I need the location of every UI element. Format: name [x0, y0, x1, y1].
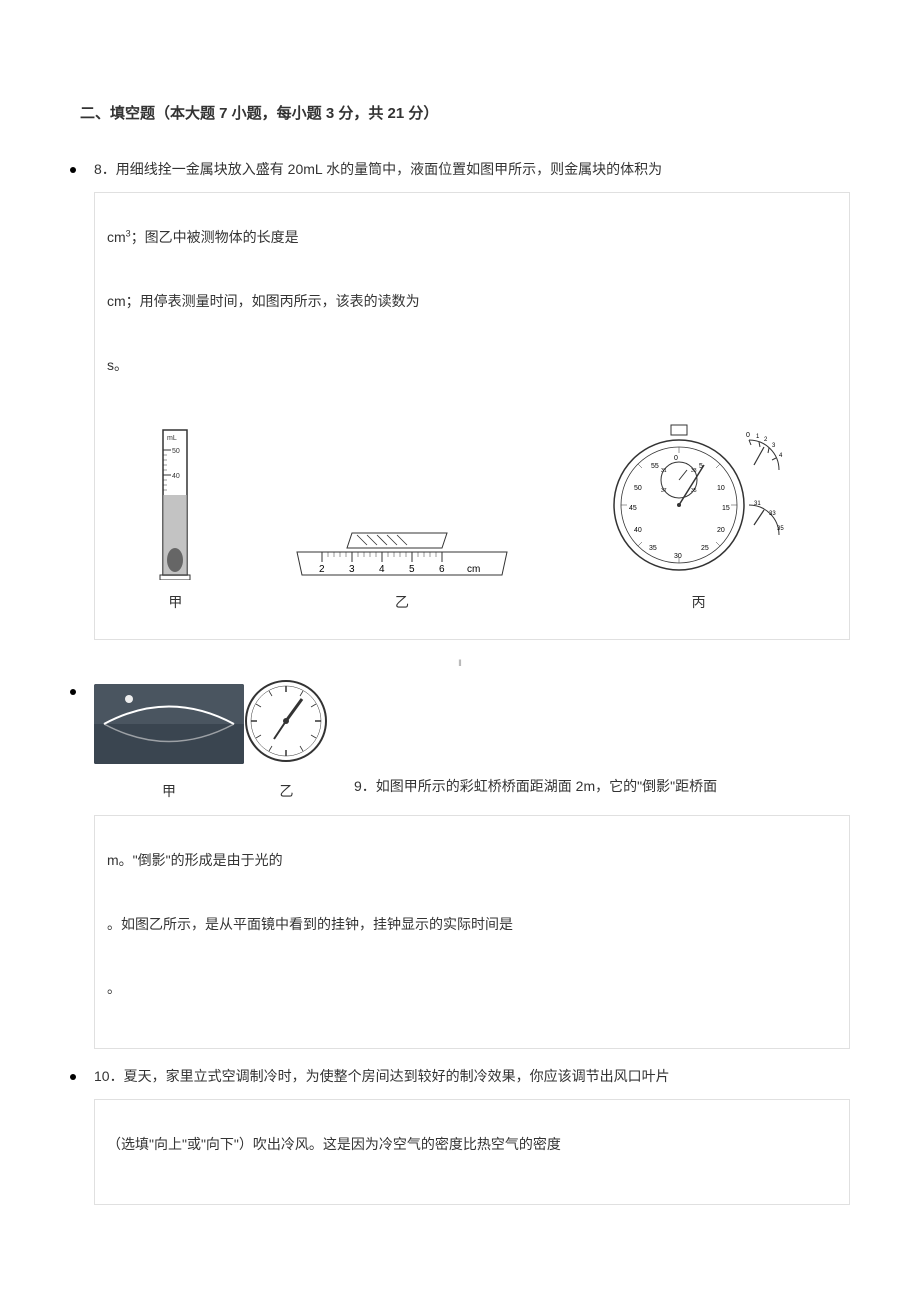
svg-text:5: 5	[409, 564, 415, 575]
q8-figures: mL 50 40 甲	[107, 420, 837, 609]
svg-text:30: 30	[674, 553, 682, 560]
figure-jia: mL 50 40 甲	[155, 420, 195, 609]
q8-unit-cm: cm	[107, 229, 126, 245]
svg-text:50: 50	[172, 448, 180, 455]
q10-answer-box: （选填"向上"或"向下"）吹出冷风。这是因为冷空气的密度比热空气的密度	[94, 1099, 850, 1205]
svg-text:40: 40	[172, 473, 180, 480]
q10-line1: （选填"向上"或"向下"）吹出冷风。这是因为冷空气的密度比热空气的密度	[107, 1120, 837, 1169]
q8-number: 8	[94, 161, 102, 177]
svg-text:2: 2	[319, 564, 325, 575]
q9-intro-text: 9．如图甲所示的彩虹桥桥面距湖面 2m，它的"倒影"距桥面	[354, 774, 717, 804]
question-10: 10．夏天，家里立式空调制冷时，为使整个房间达到较好的制冷效果，你应该调节出风口…	[70, 1064, 850, 1089]
bullet-icon	[70, 167, 76, 173]
q9-number: 9	[354, 778, 362, 794]
question-9: 甲	[70, 679, 850, 804]
q9-line1: m。"倒影"的形成是由于光的	[107, 836, 837, 885]
svg-text:cm: cm	[467, 564, 480, 575]
q9-row: 甲	[94, 679, 717, 804]
question-10-content: 10．夏天，家里立式空调制冷时，为使整个房间达到较好的制冷效果，你应该调节出风口…	[94, 1064, 850, 1089]
svg-text:6: 6	[439, 564, 445, 575]
figure-bing: 0 55 5 50 10 45 15 40 20 35 25 30 31 33 …	[609, 420, 789, 609]
q8-answer-box: cm3；图乙中被测物体的长度是 cm；用停表测量时间，如图丙所示，该表的读数为 …	[94, 192, 850, 640]
svg-text:37: 37	[661, 488, 667, 494]
figure-yi: 2 3 4 5 6 cm 乙	[292, 530, 512, 609]
question-8: 8．用细线拴一金属块放入盛有 20mL 水的量筒中，液面位置如图甲所示，则金属块…	[70, 157, 850, 182]
clock-image	[244, 679, 329, 764]
svg-text:35: 35	[777, 526, 784, 532]
q9-label-jia: 甲	[162, 779, 176, 804]
section-title: 二、填空题（本大题 7 小题，每小题 3 分，共 21 分）	[70, 100, 850, 127]
svg-text:31: 31	[754, 501, 761, 507]
svg-text:mL: mL	[167, 435, 177, 442]
svg-text:3: 3	[772, 443, 776, 449]
svg-text:33: 33	[691, 468, 697, 474]
label-yi: 乙	[395, 595, 409, 609]
svg-text:20: 20	[717, 527, 725, 534]
svg-text:4: 4	[779, 453, 783, 459]
bullet-icon	[70, 1074, 76, 1080]
svg-text:55: 55	[651, 463, 659, 470]
label-bing: 丙	[692, 595, 706, 609]
svg-text:2: 2	[764, 437, 768, 443]
q10-number: 10	[94, 1068, 110, 1084]
rainbow-image	[94, 684, 244, 764]
svg-text:0: 0	[746, 432, 750, 439]
bullet-icon	[70, 689, 76, 695]
q10-intro: ．夏天，家里立式空调制冷时，为使整个房间达到较好的制冷效果，你应该调节出风口叶片	[110, 1068, 670, 1084]
q9-line3: 。	[107, 964, 837, 1013]
svg-text:1: 1	[756, 434, 760, 440]
svg-text:35: 35	[691, 488, 697, 494]
ruler-icon: 2 3 4 5 6 cm	[292, 530, 512, 580]
q8-line1: cm3；图乙中被测物体的长度是	[107, 213, 837, 262]
svg-text:25: 25	[701, 545, 709, 552]
q8-line2: cm；用停表测量时间，如图丙所示，该表的读数为	[107, 277, 837, 326]
svg-text:10: 10	[717, 485, 725, 492]
svg-text:40: 40	[634, 527, 642, 534]
svg-text:33: 33	[769, 511, 776, 517]
cylinder-icon: mL 50 40	[155, 420, 195, 580]
q9-intro: ．如图甲所示的彩虹桥桥面距湖面 2m，它的"倒影"距桥面	[362, 778, 717, 794]
svg-text:4: 4	[379, 564, 385, 575]
svg-text:50: 50	[634, 485, 642, 492]
svg-text:35: 35	[649, 545, 657, 552]
svg-text:15: 15	[722, 505, 730, 512]
label-jia: 甲	[168, 595, 182, 609]
q8-line3: s。	[107, 341, 837, 390]
question-8-content: 8．用细线拴一金属块放入盛有 20mL 水的量筒中，液面位置如图甲所示，则金属块…	[94, 157, 850, 182]
page-marker: ‖	[70, 655, 850, 671]
svg-text:45: 45	[629, 505, 637, 512]
svg-text:0: 0	[674, 455, 678, 462]
svg-text:3: 3	[349, 564, 355, 575]
svg-text:31: 31	[661, 468, 667, 474]
q9-answer-box: m。"倒影"的形成是由于光的 。如图乙所示，是从平面镜中看到的挂钟，挂钟显示的实…	[94, 815, 850, 1049]
q8-line1-rest: ；图乙中被测物体的长度是	[131, 229, 299, 245]
q9-line2: 。如图乙所示，是从平面镜中看到的挂钟，挂钟显示的实际时间是	[107, 900, 837, 949]
q9-label-yi: 乙	[280, 779, 294, 804]
q8-intro: ．用细线拴一金属块放入盛有 20mL 水的量筒中，液面位置如图甲所示，则金属块的…	[102, 161, 662, 177]
stopwatch-icon: 0 55 5 50 10 45 15 40 20 35 25 30 31 33 …	[609, 420, 789, 580]
q9-figure-jia: 甲	[94, 684, 244, 804]
q9-figure-yi: 乙	[244, 679, 329, 804]
